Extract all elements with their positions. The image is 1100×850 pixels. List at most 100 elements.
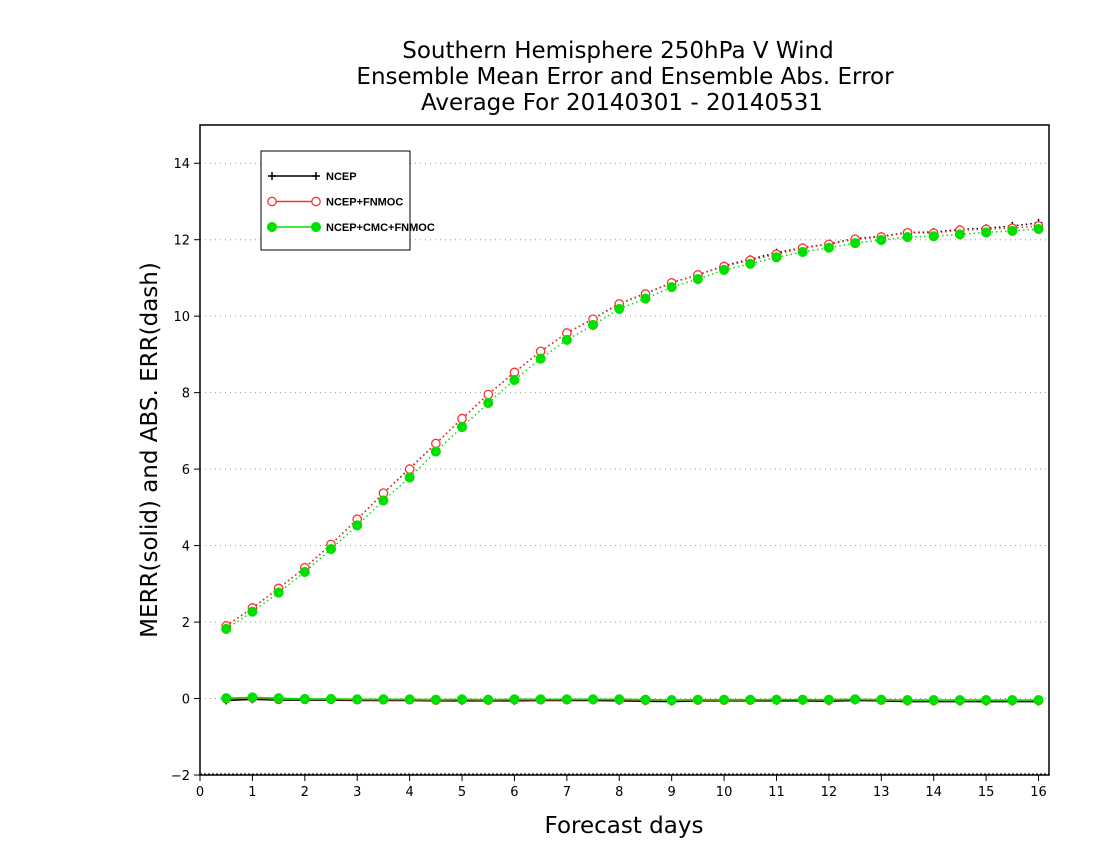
series-ncep-cmc-fnmoc-mean-err-point-2 — [273, 693, 284, 704]
series-ncep-fnmoc-abs-err-point-7 — [404, 464, 415, 474]
series-ncep-cmc-fnmoc-abs-err-point-4 — [325, 543, 337, 555]
series-ncep-cmc-fnmoc-mean-err-point-7 — [404, 694, 415, 705]
x-tick-label-11: 11 — [768, 785, 785, 800]
legend-box — [260, 150, 411, 251]
series-ncep-cmc-fnmoc-abs-err-point-9 — [456, 422, 468, 433]
x-tick-label-3: 3 — [353, 785, 361, 800]
x-axis-label: Forecast days — [545, 813, 704, 839]
series-ncep-cmc-fnmoc-abs-err-point-19 — [719, 264, 730, 275]
legend-marker-left-ncep — [268, 172, 276, 180]
x-tick-label-2: 2 — [301, 785, 309, 800]
series-ncep-cmc-fnmoc-abs-err-point-0 — [221, 623, 232, 634]
series-ncep-cmc-fnmoc-mean-err-point-28 — [954, 695, 965, 706]
series-ncep-cmc-fnmoc-mean-err-point-18 — [692, 694, 703, 705]
series-ncep-cmc-fnmoc-mean-err-point-20 — [745, 694, 756, 705]
series-ncep-cmc-fnmoc-mean-err-point-25 — [876, 694, 887, 705]
legend-marker-left-ncep-fnmoc — [267, 196, 277, 207]
series-ncep-cmc-fnmoc-abs-err-point-20 — [745, 258, 756, 269]
series-ncep-cmc-fnmoc-mean-err-line — [226, 696, 1039, 701]
series-ncep-cmc-fnmoc-abs-err-point-3 — [299, 566, 310, 578]
legend-label-ncep-fnmoc: NCEP+FNMOC — [326, 197, 403, 209]
series-ncep-cmc-fnmoc-abs-err-point-23 — [823, 242, 834, 253]
legend-marker-right-ncep-fnmoc — [311, 196, 321, 207]
series-ncep-cmc-fnmoc-mean-err-point-15 — [614, 694, 625, 705]
series-ncep-fnmoc-abs-err-point-10 — [483, 389, 494, 400]
series-ncep-cmc-fnmoc-abs-err-point-11 — [509, 374, 520, 386]
series-ncep-cmc-fnmoc-abs-err-point-14 — [588, 319, 599, 331]
x-tick-label-10: 10 — [716, 785, 733, 800]
series-ncep-cmc-fnmoc-mean-err-point-30 — [1007, 695, 1018, 706]
series-ncep-fnmoc-abs-err-point-9 — [457, 413, 467, 424]
title-line-2: Ensemble Mean Error and Ensemble Abs. Er… — [356, 64, 894, 90]
x-tick-label-0: 0 — [196, 785, 204, 800]
series-ncep-cmc-fnmoc-mean-err-point-14 — [588, 694, 599, 705]
series-ncep-abs-err-line — [225, 222, 1039, 627]
grid — [200, 162, 1049, 775]
x-tick-label-4: 4 — [405, 785, 413, 800]
series-ncep-cmc-fnmoc-abs-err-point-7 — [404, 472, 415, 483]
series-ncep-cmc-fnmoc-mean-err-point-29 — [981, 695, 992, 706]
series-ncep-cmc-fnmoc-abs-err-point-24 — [850, 238, 861, 249]
legend-marker-right-ncep — [312, 172, 320, 180]
series-ncep-cmc-fnmoc-mean-err-point-19 — [719, 694, 730, 705]
x-tick-label-6: 6 — [510, 785, 518, 800]
x-tick-label-5: 5 — [458, 785, 466, 800]
x-tick-label-16: 16 — [1030, 785, 1047, 800]
x-tick-label-7: 7 — [563, 785, 571, 800]
series-ncep-cmc-fnmoc-abs-err-line — [225, 228, 1039, 630]
series-ncep-cmc-fnmoc-mean-err-point-5 — [352, 694, 363, 705]
x-tick-label-12: 12 — [821, 785, 838, 800]
series-ncep-cmc-fnmoc-abs-err-point-6 — [378, 495, 389, 506]
series-ncep-cmc-fnmoc-abs-err-point-12 — [535, 353, 546, 364]
y-tick-label-6: 10 — [173, 310, 190, 325]
legend-marker-left-ncep-cmc-fnmoc — [266, 221, 278, 233]
series-ncep-cmc-fnmoc-abs-err-point-18 — [692, 274, 703, 285]
y-tick-label-2: 2 — [182, 616, 190, 631]
series-ncep-cmc-fnmoc-abs-err-point-2 — [273, 587, 284, 598]
series-ncep-cmc-fnmoc-abs-err-point-21 — [771, 252, 782, 263]
series-ncep-cmc-fnmoc-abs-err-point-28 — [954, 229, 965, 240]
series-ncep-cmc-fnmoc-mean-err-point-8 — [430, 694, 441, 705]
series-ncep-cmc-fnmoc-mean-err-point-11 — [509, 694, 520, 705]
y-tick-label-8: 14 — [173, 157, 190, 172]
chart-title: Southern Hemisphere 250hPa V Wind Ensemb… — [356, 38, 894, 116]
y-tick-label-3: 4 — [182, 540, 190, 555]
series-ncep-cmc-fnmoc-abs-err-point-26 — [902, 231, 913, 243]
x-tick-label-1: 1 — [248, 785, 256, 800]
series-ncep-cmc-fnmoc-mean-err-point-4 — [325, 693, 337, 704]
series-ncep-cmc-fnmoc-abs-err-point-1 — [247, 606, 258, 617]
series-ncep-cmc-fnmoc-abs-err-point-13 — [561, 334, 572, 345]
series-ncep-cmc-fnmoc-mean-err-point-12 — [535, 694, 546, 705]
y-tick-label-7: 12 — [173, 234, 190, 249]
x-tick-label-13: 13 — [873, 785, 890, 800]
series-ncep-cmc-fnmoc-abs-err-point-30 — [1007, 225, 1018, 236]
series-ncep-cmc-fnmoc-mean-err-point-3 — [299, 693, 310, 704]
y-tick-label-4: 6 — [182, 463, 190, 478]
series-ncep-cmc-fnmoc-abs-err-point-15 — [614, 303, 625, 314]
series-ncep-cmc-fnmoc-mean-err-point-13 — [561, 694, 572, 705]
title-line-3: Average For 20140301 - 20140531 — [421, 90, 823, 116]
series-ncep-cmc-fnmoc-mean-err-point-27 — [928, 695, 939, 706]
y-tick-label-0: −2 — [171, 769, 190, 784]
x-tick-label-15: 15 — [978, 785, 995, 800]
series-ncep-fnmoc-abs-err-point-8 — [430, 438, 441, 449]
y-tick-label-1: 0 — [182, 693, 190, 708]
series-ncep-cmc-fnmoc-abs-err-point-5 — [352, 520, 363, 531]
x-tick-label-14: 14 — [925, 785, 942, 800]
legend: NCEP NCEP+FNMOC NCEP+CMC+FNMOC — [260, 150, 435, 251]
series-ncep-cmc-fnmoc-mean-err-point-22 — [797, 694, 808, 705]
series-ncep-cmc-fnmoc-abs-err-point-17 — [666, 282, 677, 293]
series-ncep-cmc-fnmoc-abs-err-point-31 — [1033, 223, 1044, 235]
series-layer — [221, 218, 1044, 706]
y-tick-label-5: 8 — [182, 387, 190, 402]
title-line-1: Southern Hemisphere 250hPa V Wind — [402, 38, 833, 64]
legend-marker-right-ncep-cmc-fnmoc — [310, 221, 322, 233]
series-ncep-cmc-fnmoc-mean-err-point-17 — [666, 695, 677, 706]
series-ncep-cmc-fnmoc-abs-err-point-16 — [640, 293, 651, 304]
series-ncep-cmc-fnmoc-mean-err-point-10 — [483, 694, 494, 705]
series-ncep-cmc-fnmoc-mean-err-point-1 — [247, 692, 258, 703]
series-ncep-cmc-fnmoc-mean-err-point-31 — [1033, 695, 1044, 706]
x-tick-label-9: 9 — [668, 785, 676, 800]
legend-label-ncep: NCEP — [326, 171, 357, 183]
